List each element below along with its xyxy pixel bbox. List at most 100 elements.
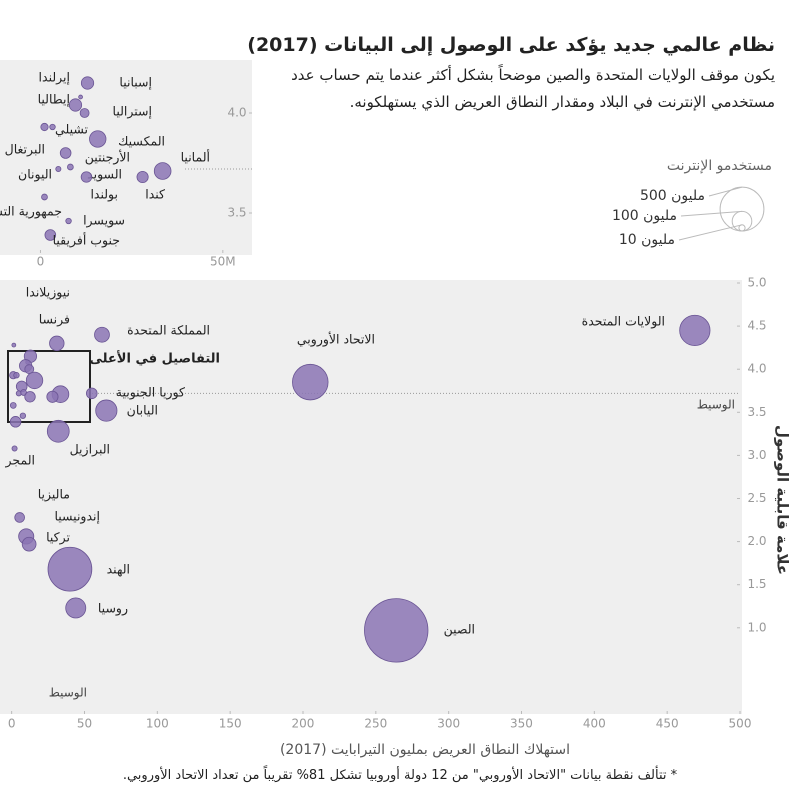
bubble [136, 170, 149, 184]
point-label: تركيا [46, 530, 70, 546]
point-label: إيطاليا [38, 92, 70, 107]
point-label: سويسرا [83, 213, 125, 229]
point-label: المكسيك [118, 134, 165, 149]
x-tick-label: 50M [210, 255, 236, 269]
bubble [44, 229, 57, 241]
legend-leader [678, 224, 743, 241]
point-label: البرازيل [70, 442, 110, 458]
title: نظام عالمي جديد يؤكد على الوصول إلى البي… [247, 34, 775, 56]
bubble [55, 166, 62, 172]
point-label: جمهورية التشيك [0, 204, 62, 220]
bubble [24, 391, 36, 403]
bubble [80, 76, 95, 90]
point-label: ماليزيا [38, 487, 70, 503]
y-tick-label: 4.5 [747, 319, 766, 333]
bubble [292, 363, 329, 401]
bubble [679, 314, 711, 346]
point-label: إسبانيا [119, 75, 152, 90]
x-axis-label: استهلاك النطاق العريض بمليون التيرابايت … [279, 742, 571, 758]
inset-background [0, 60, 252, 255]
x-tick-label: 450 [656, 717, 679, 731]
point-label: الولايات المتحدة [582, 314, 665, 330]
point-label: الصين [444, 622, 475, 638]
bubble [40, 122, 49, 132]
median-label: الوسيط [49, 686, 87, 701]
point-label: المملكة المتحدة [127, 323, 210, 338]
bubble [14, 512, 25, 523]
point-label: كوريا الجنوبية [116, 385, 185, 401]
legend-title: مستخدمو الإنترنت [666, 158, 772, 174]
x-tick-label: 50 [77, 717, 92, 731]
point-label: الهند [107, 562, 130, 578]
point-label: المجر [5, 453, 35, 469]
x-tick-label: 200 [292, 717, 315, 731]
bubble [68, 98, 83, 112]
y-tick-label: 2.5 [747, 491, 766, 505]
bubble [59, 147, 72, 159]
bubble [78, 94, 83, 100]
bubble [11, 342, 17, 348]
bubble [153, 162, 172, 180]
point-label: فرنسا [39, 312, 70, 328]
x-tick-label: 350 [510, 717, 533, 731]
x-tick-label: 500 [729, 717, 752, 731]
point-label: كندا [145, 187, 165, 202]
bubble [9, 402, 17, 409]
x-tick-label: 250 [364, 717, 387, 731]
bubble [13, 372, 20, 379]
point-label: اليابان [127, 403, 158, 418]
point-label: تشيلي [55, 122, 88, 137]
x-tick-label: 150 [219, 717, 242, 731]
bubble [25, 371, 44, 390]
point-label: روسيا [98, 601, 128, 617]
point-label: إستراليا [113, 104, 152, 120]
bubble [46, 390, 59, 403]
footnote: * تتألف نقطة بيانات "الاتحاد الأوروبي" م… [122, 768, 678, 783]
point-label: البرتغال [5, 142, 45, 158]
bubble [65, 217, 72, 225]
bubble [11, 445, 18, 452]
y-tick-label: 2.0 [747, 534, 766, 548]
point-label: ألمانيا [181, 149, 210, 165]
bubble [86, 387, 98, 400]
detail-box [7, 350, 91, 423]
point-label: الأرجنتين [85, 150, 130, 166]
x-tick-label: 0 [8, 717, 16, 731]
y-tick-label: 1.0 [747, 620, 766, 634]
median-label: الوسيط [697, 398, 735, 413]
point-label: الاتحاد الأوروبي [297, 332, 375, 348]
y-tick-label: 4.0 [227, 106, 246, 120]
point-label: بولندا [90, 187, 118, 203]
legend-leader [680, 210, 743, 217]
x-tick-label: 0 [37, 255, 45, 269]
bubble [364, 598, 429, 663]
legend-leader [708, 186, 743, 197]
bubble [94, 326, 110, 343]
bubble [46, 419, 70, 443]
bubble [79, 108, 90, 118]
point-label: نيوزيلاندا [26, 285, 70, 301]
y-tick-label: 3.5 [227, 206, 246, 220]
point-label: اليونان [18, 167, 52, 183]
subtitle: يكون موقف الولايات المتحدة والصين موضحاً… [291, 66, 775, 111]
point-label: إيرلندا [39, 70, 70, 86]
x-tick-label: 300 [437, 717, 460, 731]
bubble [65, 597, 87, 619]
bubble [95, 399, 118, 422]
size-legend-label: 500 مليون [640, 188, 705, 204]
x-tick-label: 100 [146, 717, 169, 731]
annotation: التفاصيل في الأعلى [89, 350, 220, 367]
bubble [19, 412, 27, 419]
bubble [9, 416, 22, 428]
point-label: السويد [87, 167, 122, 183]
bubble [80, 171, 93, 183]
y-axis-label: علامة قابلية الوصول [774, 425, 792, 575]
y-tick-label: 1.5 [747, 577, 766, 591]
bubble [89, 130, 107, 148]
bubble [49, 123, 56, 131]
size-legend-label: 10 مليون [619, 232, 675, 248]
bubble [49, 335, 65, 352]
y-tick-label: 4.0 [747, 362, 766, 376]
